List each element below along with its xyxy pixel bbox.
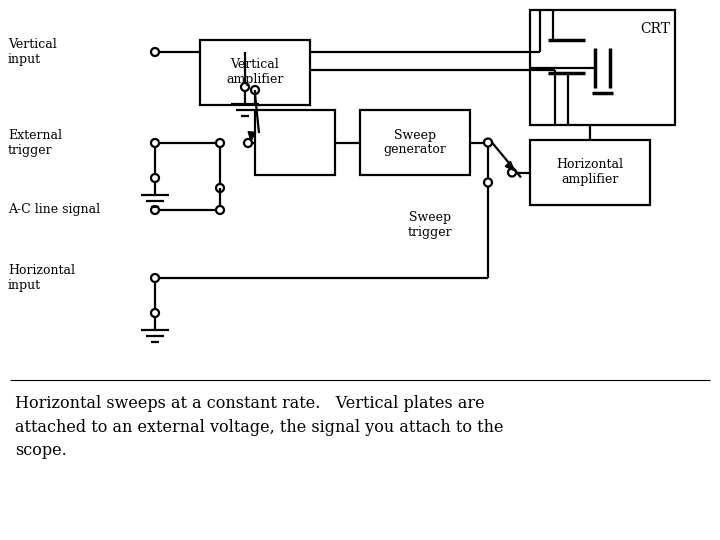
Text: Horizontal sweeps at a constant rate.   Vertical plates are
attached to an exter: Horizontal sweeps at a constant rate. Ve…	[15, 395, 503, 459]
Polygon shape	[248, 132, 256, 141]
Bar	[530, 140, 650, 205]
Text: Vertical
input: Vertical input	[8, 38, 57, 66]
Text: A-C line signal: A-C line signal	[8, 204, 100, 217]
Text: Vertical
amplifier: Vertical amplifier	[226, 58, 284, 86]
Text: Horizontal
amplifier: Horizontal amplifier	[557, 159, 624, 186]
Bar	[530, 10, 675, 125]
Text: Sweep
generator: Sweep generator	[384, 129, 446, 157]
Text: External
trigger: External trigger	[8, 129, 62, 157]
Bar	[360, 110, 470, 175]
Text: CRT: CRT	[640, 22, 670, 36]
Polygon shape	[505, 161, 514, 171]
Bar	[200, 40, 310, 105]
Text: Horizontal
input: Horizontal input	[8, 264, 75, 292]
Bar	[255, 110, 335, 175]
Text: Sweep
trigger: Sweep trigger	[408, 211, 452, 239]
